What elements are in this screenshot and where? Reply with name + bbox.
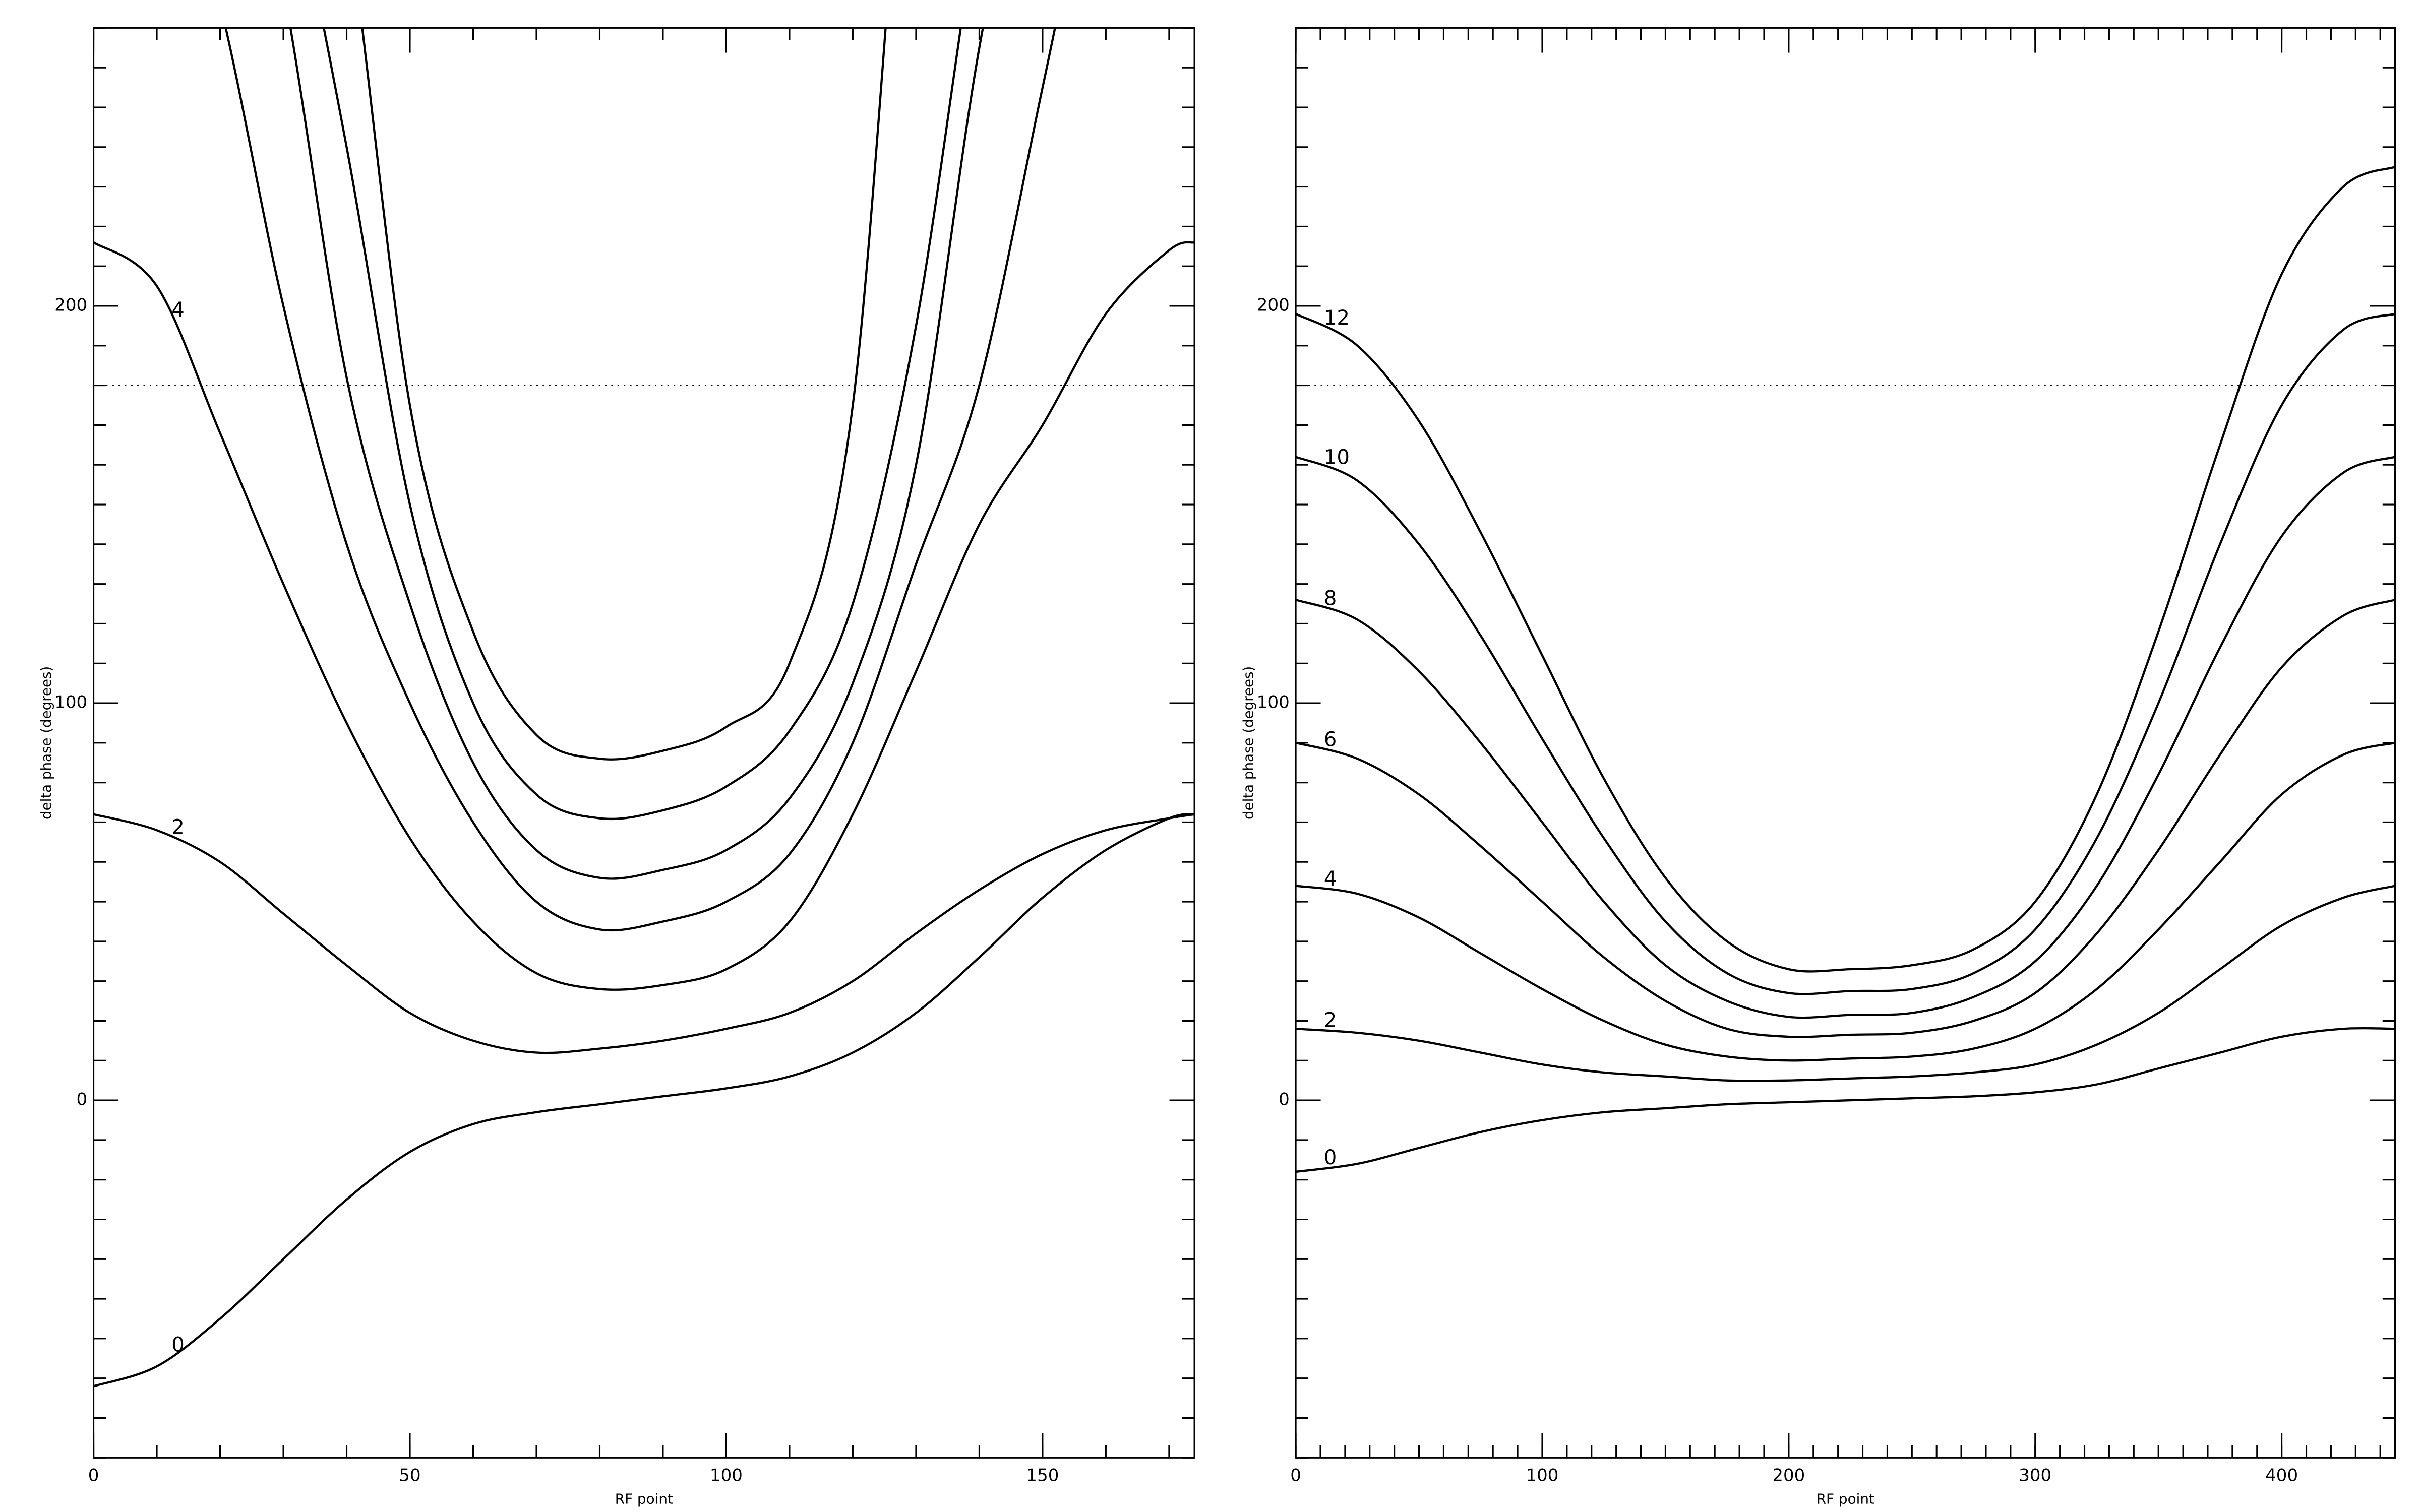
curve (1296, 456, 2395, 1019)
curve (93, 241, 1195, 991)
x-axis-title: RF point (1817, 1490, 1874, 1507)
curve-label: 8 (1324, 587, 1337, 610)
y-tick-label: 0 (77, 1090, 88, 1110)
x-tick-label: 100 (710, 1466, 743, 1486)
curve-label: 0 (1324, 1146, 1337, 1169)
y-tick-label: 0 (1279, 1090, 1290, 1110)
curve (361, 28, 887, 761)
y-tick-label: 100 (1257, 693, 1290, 713)
curve-label: 4 (171, 298, 185, 322)
x-tick-label: 300 (2019, 1466, 2051, 1486)
x-tick-label: 0 (1290, 1466, 1301, 1486)
x-tick-label: 100 (1526, 1466, 1559, 1486)
x-tick-label: 400 (2265, 1466, 2298, 1486)
x-axis-title: RF point (615, 1490, 673, 1507)
curve (1296, 1027, 2395, 1173)
plot-frame (93, 27, 1195, 1459)
x-tick-label: 150 (1026, 1466, 1059, 1486)
curve (224, 28, 1056, 932)
y-axis-title: delta phase (degrees) (38, 666, 54, 820)
x-tick-label: 200 (1772, 1466, 1805, 1486)
curve (289, 28, 984, 880)
curve (1296, 166, 2395, 973)
curve (1296, 885, 2395, 1082)
curve-label: 2 (171, 815, 185, 839)
curve-label: 0 (171, 1334, 185, 1357)
curve (93, 813, 1195, 1054)
y-tick-label: 100 (54, 693, 87, 713)
curve-label: 6 (1324, 728, 1337, 751)
curve-label: 2 (1324, 1009, 1337, 1032)
curve (93, 813, 1195, 1388)
y-axis-title: delta phase (degrees) (1240, 666, 1256, 820)
y-tick-label: 200 (54, 296, 87, 316)
plot-frame (1295, 27, 2396, 1459)
curve (323, 28, 962, 821)
curve-label: 10 (1324, 446, 1350, 469)
curve-label: 12 (1324, 306, 1350, 330)
y-tick-label: 200 (1257, 296, 1290, 316)
chart: 0 50 100 150 0 100 200 RF point delta phase (deg… (38, 27, 1195, 1507)
x-tick-label: 50 (399, 1466, 420, 1486)
curve-label: 4 (1324, 867, 1337, 891)
x-tick-label: 0 (88, 1466, 99, 1486)
curve (1296, 741, 2395, 1062)
curve (1296, 599, 2395, 1038)
curve (1296, 312, 2395, 995)
